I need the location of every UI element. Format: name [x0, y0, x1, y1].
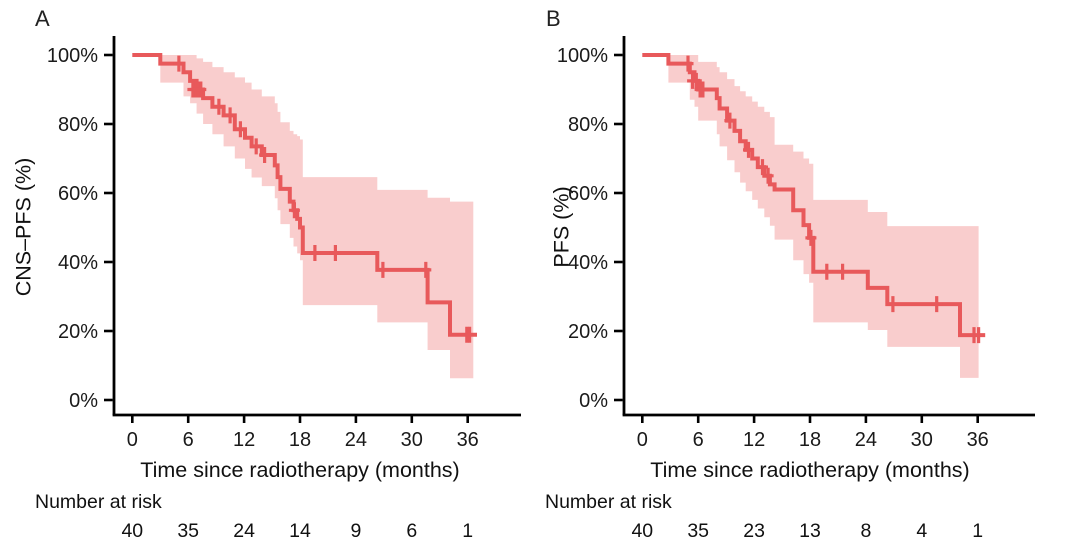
censor-mark — [837, 263, 849, 280]
x-tick-label: 6 — [693, 429, 704, 451]
y-axis-title-a: CNS–PFS (%) — [11, 157, 36, 297]
km-plot-b: 0 6 12 18 24 30 36 0% 20% 40% 60% 80% 100% — [557, 36, 1035, 451]
confidence-band — [160, 55, 474, 379]
censor-mark — [377, 261, 389, 278]
x-tick-label: 18 — [799, 429, 821, 451]
x-tick-label: 30 — [911, 429, 933, 451]
x-tick-label: 6 — [183, 429, 194, 451]
risk-count: 40 — [631, 520, 654, 542]
risk-count: 35 — [687, 520, 710, 542]
risk-count: 8 — [860, 520, 872, 542]
x-tick-label: 18 — [289, 429, 311, 451]
x-axis-title-a: Time since radiotherapy (months) — [140, 458, 460, 482]
y-tick-label: 60% — [58, 183, 98, 205]
censor-mark — [259, 147, 271, 163]
survival-curve — [642, 53, 986, 338]
x-tick-label: 36 — [967, 429, 989, 451]
y-tick-label: 80% — [568, 114, 608, 136]
censor-mark — [329, 245, 341, 261]
panel-b-letter: B — [546, 6, 561, 31]
censor-mark — [464, 326, 476, 343]
y-tick-label: 80% — [58, 114, 98, 136]
number-at-risk-label-b: Number at risk — [545, 491, 672, 513]
censor-mark — [697, 81, 709, 98]
censor-mark — [821, 263, 833, 280]
censor-mark — [931, 296, 943, 313]
censor-mark — [682, 55, 694, 72]
censor-mark — [724, 112, 736, 129]
risk-count: 4 — [916, 520, 928, 542]
km-plot-a: 0 6 12 18 24 30 36 0% 20% 40% 60% 80% 100% — [47, 36, 521, 451]
x-tick-label: 12 — [233, 429, 255, 451]
risk-count: 40 — [121, 520, 144, 542]
y-tick-label: 20% — [568, 321, 608, 343]
censor-mark — [234, 121, 246, 138]
x-tick-label: 0 — [127, 429, 138, 451]
censor-mark — [309, 245, 321, 261]
y-tick-label: 40% — [568, 252, 608, 274]
censor-mark — [887, 296, 899, 313]
x-tick-label: 36 — [457, 429, 479, 451]
censor-mark — [762, 167, 774, 184]
y-tick-label: 20% — [58, 321, 98, 343]
risk-count: 23 — [743, 520, 765, 542]
censor-mark — [690, 72, 702, 89]
y-tick-label: 100% — [47, 45, 98, 67]
risk-count: 14 — [289, 520, 311, 542]
x-tick-label: 0 — [637, 429, 648, 451]
censor-mark — [173, 55, 185, 72]
censor-mark — [195, 81, 207, 98]
x-axis-title-b: Time since radiotherapy (months) — [650, 458, 970, 482]
risk-count: 9 — [350, 520, 362, 542]
panel-a: 0 6 12 18 24 30 36 0% 20% 40% 60% 80% 100% A CNS–PFS… — [11, 6, 521, 542]
x-tick-label: 12 — [743, 429, 765, 451]
censor-mark — [213, 98, 225, 115]
risk-count: 35 — [177, 520, 200, 542]
number-at-risk-label-a: Number at risk — [35, 491, 162, 513]
censor-mark — [743, 141, 754, 158]
x-tick-label: 24 — [345, 429, 367, 451]
censor-mark — [288, 202, 300, 219]
censor-mark — [224, 107, 236, 124]
risk-count: 1 — [972, 520, 984, 542]
confidence-band — [668, 55, 979, 378]
y-tick-label: 100% — [557, 45, 608, 67]
y-axis-title-b: PFS (%) — [549, 186, 574, 268]
panel-b: 0 6 12 18 24 30 36 0% 20% 40% 60% 80% 100% B PFS (%)… — [540, 0, 1080, 551]
censor-mark — [250, 138, 262, 155]
censor-mark — [973, 327, 985, 344]
y-tick-label: 0% — [579, 390, 608, 412]
censor-mark — [757, 159, 768, 176]
panel-a-letter: A — [35, 6, 50, 31]
y-tick-label: 0% — [69, 390, 98, 412]
risk-count: 24 — [233, 520, 255, 542]
x-tick-label: 24 — [855, 429, 877, 451]
censor-mark — [805, 229, 817, 246]
y-tick-label: 40% — [58, 252, 98, 274]
y-tick-label: 60% — [568, 183, 608, 205]
risk-count: 6 — [406, 520, 418, 542]
censor-mark — [420, 261, 432, 278]
risk-count: 1 — [462, 520, 474, 542]
x-tick-label: 30 — [401, 429, 423, 451]
risk-count: 13 — [799, 520, 821, 542]
